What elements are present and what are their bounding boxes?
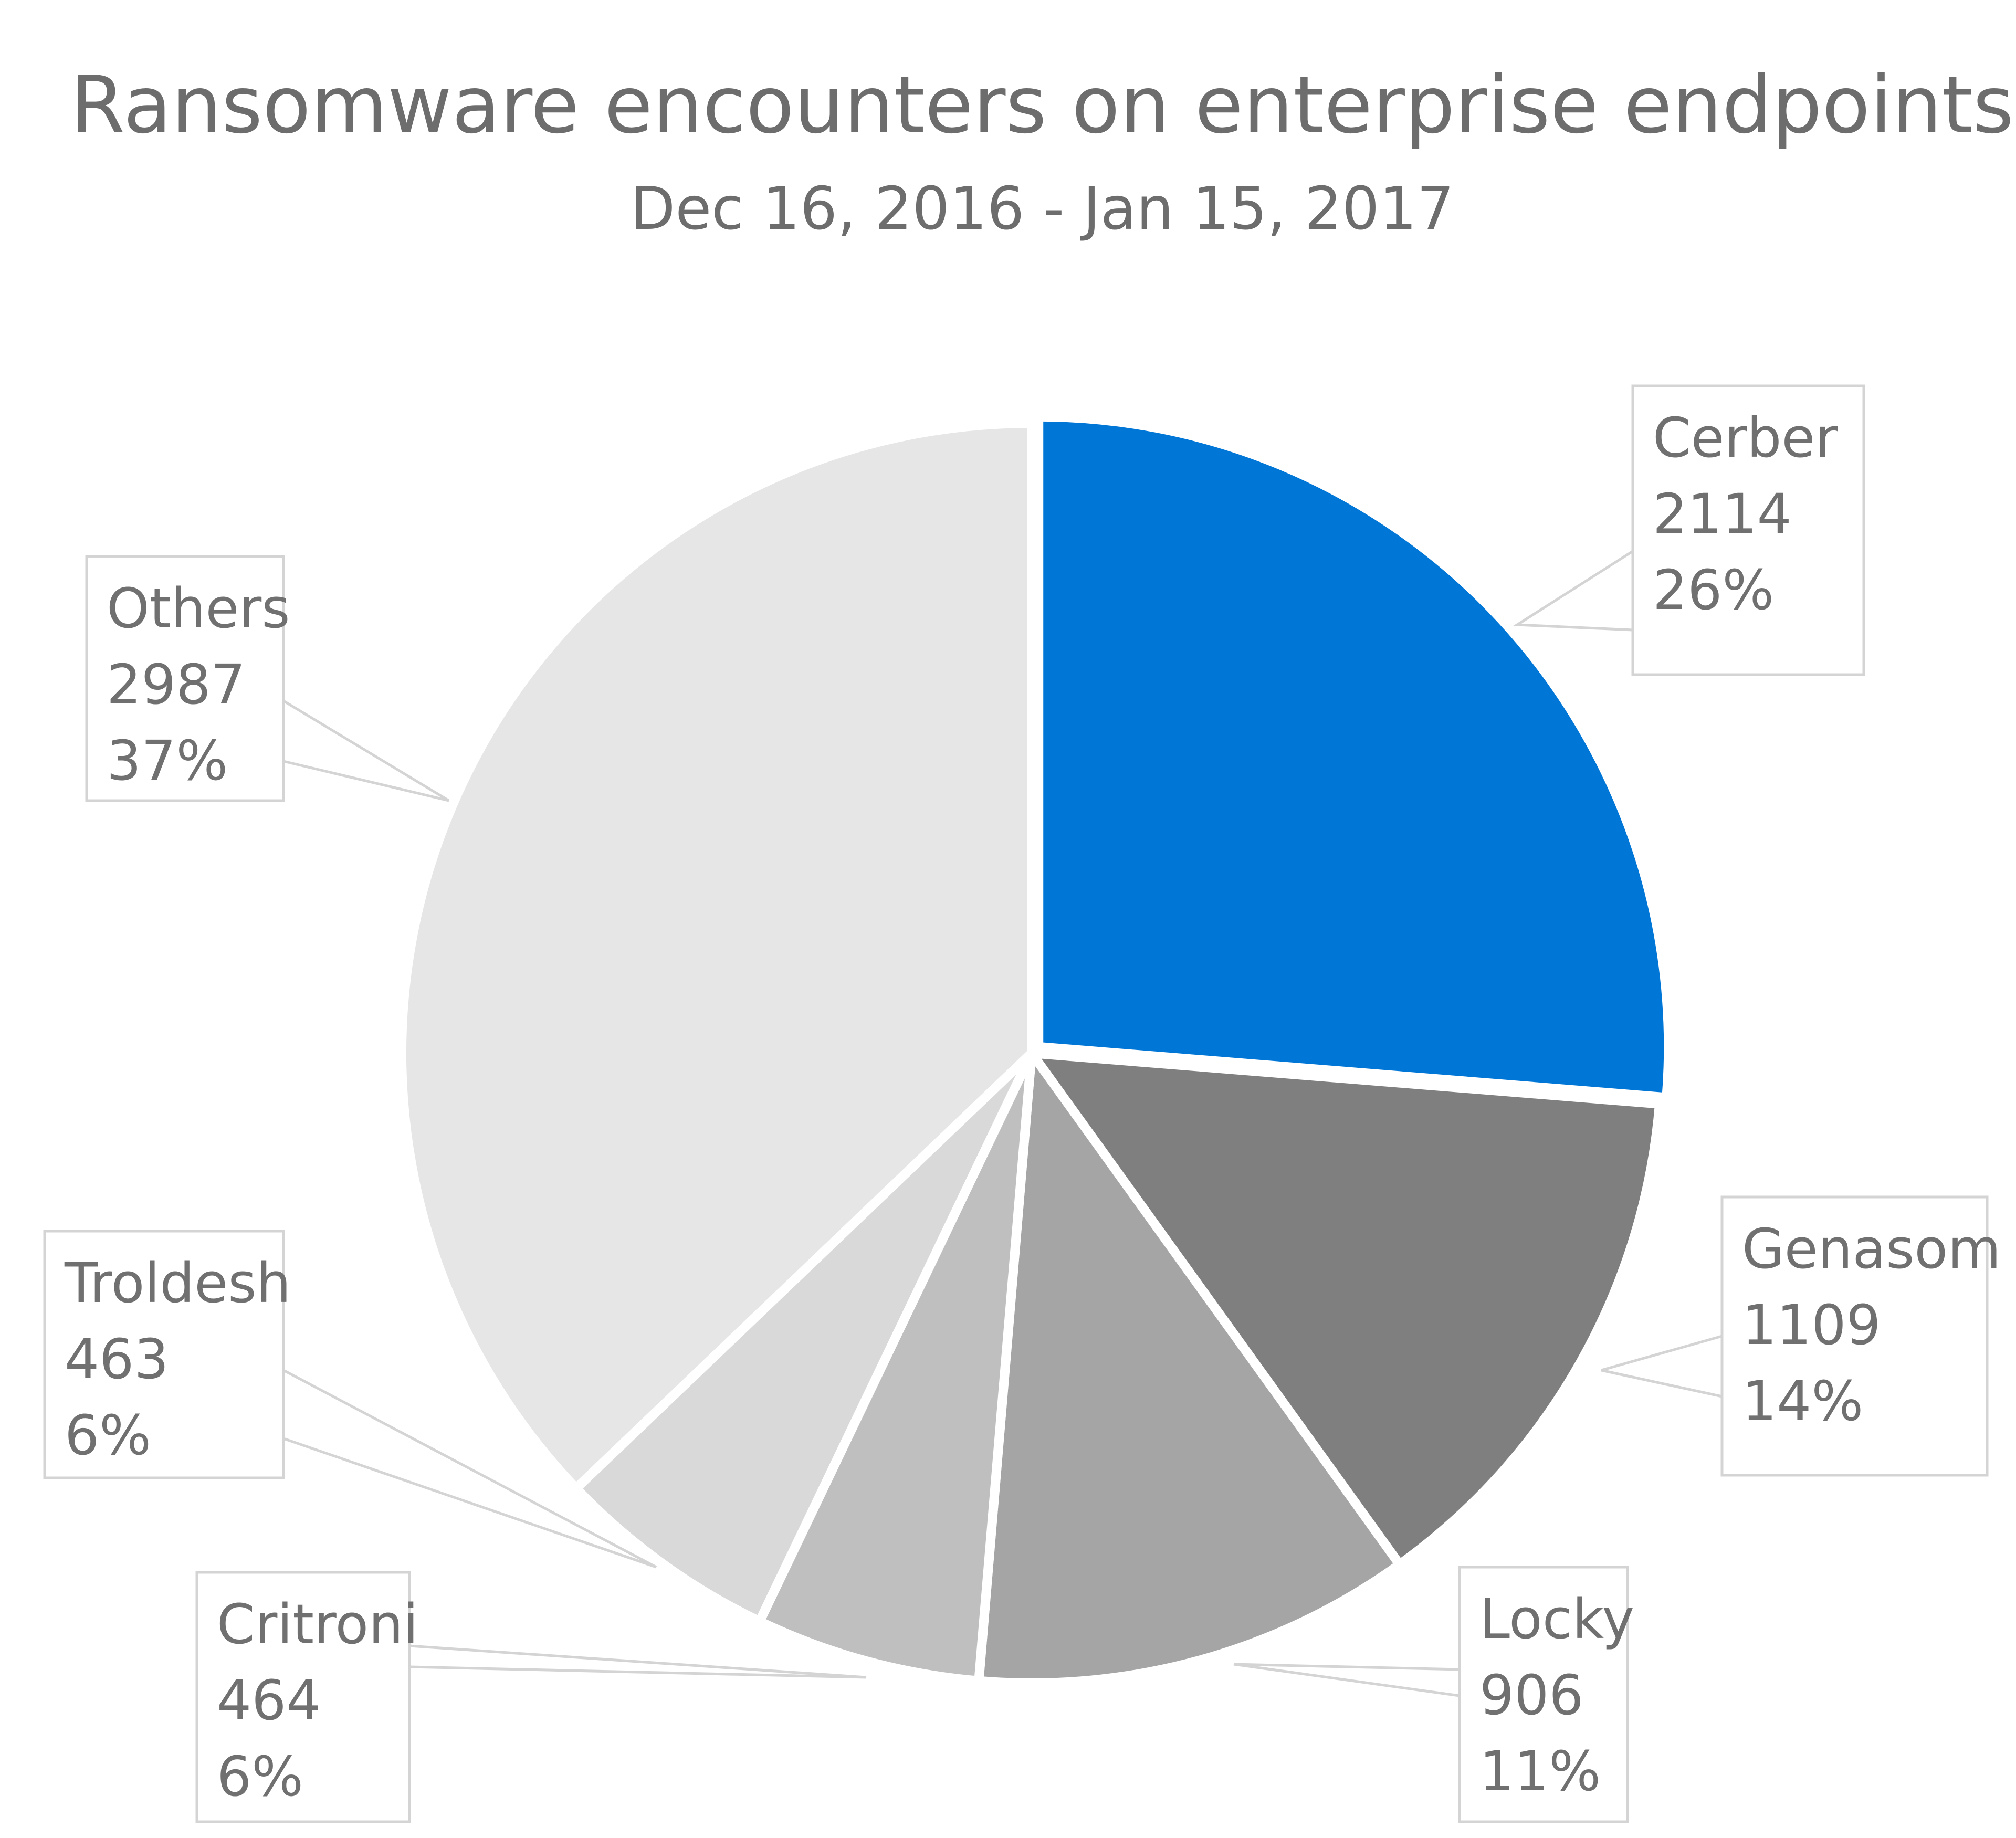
pie-slice-cerber (1034, 412, 1674, 1102)
callout-box (1458, 1566, 1629, 1823)
data-label-percent: 37% (107, 729, 228, 793)
data-label-percent: 6% (217, 1745, 303, 1809)
leader-line (1513, 550, 1634, 632)
callout-critroni: Critroni 464 6% (195, 1571, 867, 1823)
callout-box (1720, 1195, 1989, 1477)
leader-line (409, 1644, 867, 1679)
callout-box (85, 555, 285, 802)
callout-others: Others 2987 37% (85, 555, 450, 802)
callout-box (1631, 384, 1865, 676)
leader-line (1601, 1335, 1723, 1398)
pie-slice-critroni (754, 1048, 1036, 1686)
data-label-value: 1109 (1742, 1293, 1881, 1357)
data-label-value: 2114 (1653, 482, 1792, 546)
chart-title: Ransomware encounters on enterprise endp… (70, 60, 2014, 151)
pie-slice-troldesh (571, 1048, 1036, 1626)
data-label-category: Locky (1479, 1587, 1634, 1651)
callout-troldesh: Troldesh 463 6% (43, 1230, 657, 1569)
callout-cerber: Cerber 2114 26% (1513, 384, 1865, 676)
data-label-category: Cerber (1653, 406, 1838, 470)
data-label-value: 2987 (107, 653, 246, 717)
leader-line (1233, 1663, 1460, 1697)
data-label-category: Genasom (1742, 1217, 2001, 1281)
data-label-category: Others (107, 576, 290, 640)
data-label-category: Troldesh (64, 1251, 291, 1315)
data-label-category: Critroni (217, 1592, 418, 1656)
data-label-value: 463 (65, 1327, 169, 1391)
data-label-value: 464 (217, 1668, 321, 1732)
data-label-percent: 14% (1742, 1369, 1863, 1433)
leader-line (282, 1369, 657, 1569)
callout-locky: Locky 906 11% (1233, 1566, 1634, 1823)
callout-genasom: Genasom 1109 14% (1601, 1195, 2001, 1477)
pie-slice-others (397, 418, 1036, 1493)
chart-subtitle: Dec 16, 2016 - Jan 15, 2017 (630, 175, 1454, 243)
pie-slices (397, 412, 1674, 1688)
data-label-percent: 11% (1479, 1739, 1601, 1803)
data-label-value: 906 (1479, 1663, 1584, 1727)
data-label-callouts: Cerber 2114 26% Genasom 1109 14% Locky 906 11% Cr… (43, 384, 2001, 1823)
pie-slice-locky (974, 1048, 1404, 1688)
callout-box (195, 1571, 411, 1823)
pie-slice-genasom (1027, 1048, 1665, 1570)
callout-box (43, 1230, 285, 1479)
leader-line (282, 699, 450, 802)
data-label-percent: 26% (1653, 558, 1774, 622)
data-label-percent: 6% (65, 1403, 151, 1467)
